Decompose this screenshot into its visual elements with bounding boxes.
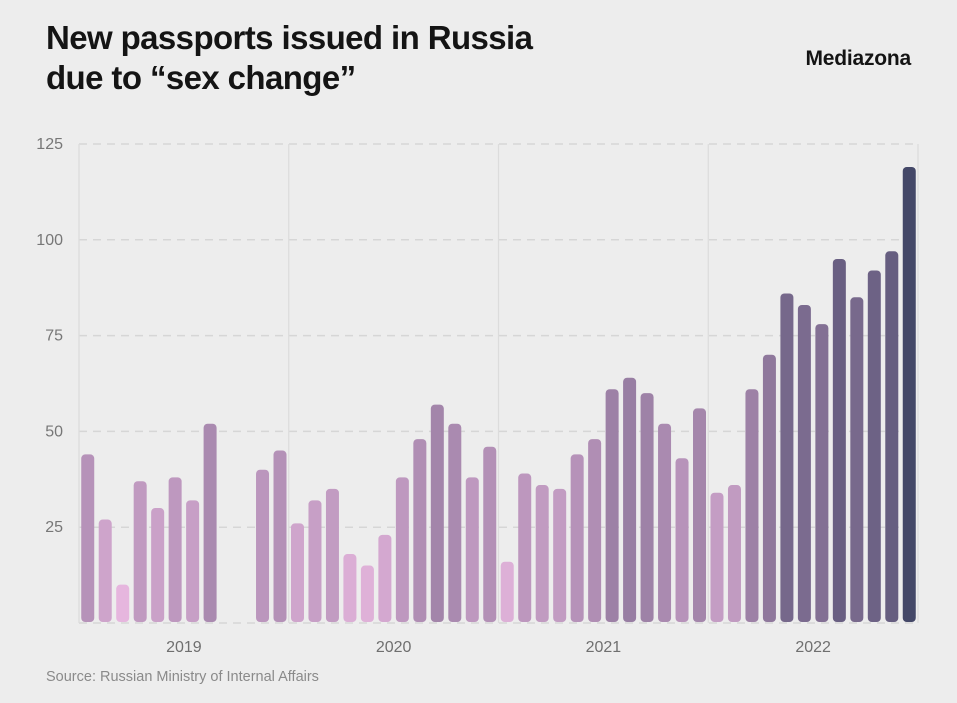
bar-2019-04 bbox=[133, 481, 147, 622]
bar-2020-02 bbox=[308, 500, 322, 622]
bar-2020-05 bbox=[360, 565, 374, 622]
x-tick-label: 2021 bbox=[586, 639, 622, 656]
bar-2021-08 bbox=[623, 377, 637, 622]
bar-2021-04 bbox=[553, 488, 567, 622]
bar-2022-06 bbox=[797, 304, 811, 622]
bar-2021-06 bbox=[588, 439, 602, 622]
x-tick-label: 2020 bbox=[376, 639, 412, 656]
bar-2022-02 bbox=[727, 485, 741, 622]
bar-2021-03 bbox=[535, 485, 549, 622]
axis-layer: 25 50 75 100 125 2019 2020 2021 2022 bbox=[36, 136, 831, 656]
y-tick-label: 125 bbox=[36, 136, 63, 153]
bar-2020-04 bbox=[343, 554, 357, 622]
chart-title-line-1: New passports issued in Russia bbox=[46, 19, 533, 56]
bar-2020-01 bbox=[290, 523, 304, 622]
bar-2019-07 bbox=[186, 500, 200, 622]
bar-2022-05 bbox=[780, 293, 794, 622]
bar-2019-06 bbox=[168, 477, 182, 622]
bar-2021-12 bbox=[693, 408, 707, 622]
bar-2021-10 bbox=[658, 423, 672, 622]
x-tick-label: 2022 bbox=[795, 639, 831, 656]
bar-2022-09 bbox=[850, 297, 864, 622]
bar-2021-07 bbox=[605, 389, 619, 622]
bar-2022-07 bbox=[815, 324, 829, 622]
bar-2020-07 bbox=[395, 477, 409, 622]
bar-2019-11 bbox=[256, 469, 270, 622]
y-tick-label: 75 bbox=[45, 328, 63, 345]
bar-2019-02 bbox=[98, 519, 112, 622]
grid-layer bbox=[78, 143, 919, 624]
bar-2020-06 bbox=[378, 534, 392, 622]
bar-2022-01 bbox=[710, 492, 724, 622]
bar-2021-01 bbox=[500, 561, 514, 622]
bar-2019-08 bbox=[203, 423, 217, 622]
bar-2019-12 bbox=[273, 450, 287, 622]
bar-2019-01 bbox=[81, 454, 95, 622]
bars-layer bbox=[81, 166, 916, 622]
y-tick-label: 25 bbox=[45, 519, 63, 536]
bar-2022-03 bbox=[745, 389, 759, 622]
bar-2020-11 bbox=[465, 477, 479, 622]
bar-2019-03 bbox=[116, 584, 130, 622]
y-tick-label: 50 bbox=[45, 423, 63, 440]
bar-2020-10 bbox=[448, 423, 462, 622]
bar-2022-04 bbox=[762, 354, 776, 622]
bar-2021-09 bbox=[640, 393, 654, 622]
bar-2021-11 bbox=[675, 458, 689, 622]
bar-2021-02 bbox=[518, 473, 532, 622]
chart-title: New passports issued in Russia due to “s… bbox=[46, 18, 533, 98]
y-tick-label: 100 bbox=[36, 232, 63, 249]
brand-logo: Mediazona bbox=[805, 47, 911, 70]
bar-2019-05 bbox=[151, 508, 165, 622]
bar-2020-12 bbox=[483, 446, 497, 622]
x-tick-label: 2019 bbox=[166, 639, 202, 656]
chart-title-line-2: due to “sex change” bbox=[46, 59, 356, 96]
bar-2020-03 bbox=[325, 488, 339, 622]
bar-2020-09 bbox=[430, 404, 444, 622]
bar-2022-10 bbox=[867, 270, 881, 622]
bar-2022-12 bbox=[902, 166, 916, 622]
source-note: Source: Russian Ministry of Internal Aff… bbox=[46, 669, 319, 685]
bar-2020-08 bbox=[413, 439, 427, 622]
bar-2022-08 bbox=[832, 258, 846, 622]
bar-2021-05 bbox=[570, 454, 584, 622]
bar-2022-11 bbox=[885, 251, 899, 622]
